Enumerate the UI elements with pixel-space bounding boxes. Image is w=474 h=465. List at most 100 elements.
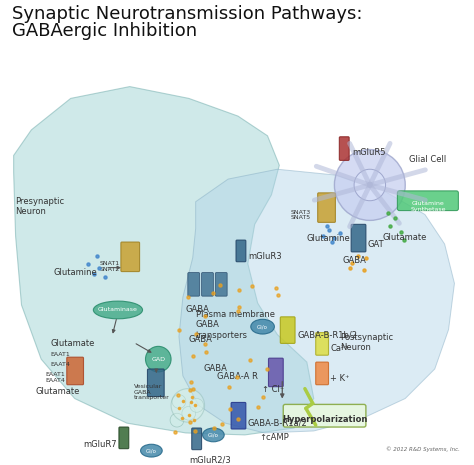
FancyBboxPatch shape bbox=[316, 332, 328, 355]
Text: EAAT4: EAAT4 bbox=[50, 362, 70, 367]
Circle shape bbox=[172, 395, 186, 408]
Text: GABA: GABA bbox=[342, 256, 366, 265]
Text: mGluR5: mGluR5 bbox=[352, 147, 386, 157]
Text: Gi/o: Gi/o bbox=[146, 448, 157, 453]
FancyBboxPatch shape bbox=[316, 362, 328, 385]
Text: EAAT1: EAAT1 bbox=[50, 352, 70, 357]
Point bbox=[233, 373, 241, 380]
Point bbox=[362, 254, 370, 261]
Text: Glutamine
Synthetase: Glutamine Synthetase bbox=[410, 201, 446, 212]
Point bbox=[186, 419, 194, 426]
Text: SNAT3
SNAT5: SNAT3 SNAT5 bbox=[291, 210, 311, 220]
FancyBboxPatch shape bbox=[201, 272, 213, 296]
Text: SNAT1
SNAT2: SNAT1 SNAT2 bbox=[100, 261, 120, 272]
FancyBboxPatch shape bbox=[283, 405, 366, 427]
Point bbox=[319, 232, 327, 240]
Point bbox=[235, 304, 243, 311]
Circle shape bbox=[182, 406, 196, 420]
FancyBboxPatch shape bbox=[397, 191, 458, 211]
Point bbox=[360, 266, 368, 273]
Text: Plasma membrane
GABA
transporters: Plasma membrane GABA transporters bbox=[196, 310, 274, 340]
Point bbox=[209, 289, 217, 297]
Point bbox=[248, 282, 256, 290]
FancyBboxPatch shape bbox=[236, 240, 246, 262]
Point bbox=[175, 404, 183, 411]
Point bbox=[191, 427, 199, 434]
FancyBboxPatch shape bbox=[231, 402, 246, 429]
Text: EAAT1
EAAT4: EAAT1 EAAT4 bbox=[45, 372, 65, 383]
Circle shape bbox=[170, 413, 184, 427]
Text: Gi/o: Gi/o bbox=[208, 432, 219, 438]
Circle shape bbox=[335, 150, 405, 220]
Text: © 2012 R&D Systems, Inc.: © 2012 R&D Systems, Inc. bbox=[386, 446, 460, 452]
Point bbox=[191, 416, 198, 423]
Point bbox=[384, 209, 392, 216]
Text: Postsynaptic
Neuron: Postsynaptic Neuron bbox=[340, 332, 393, 352]
Point bbox=[337, 230, 344, 237]
Point bbox=[95, 264, 103, 272]
Text: Vesicular
GABA
transporter: Vesicular GABA transporter bbox=[134, 384, 169, 400]
Text: Glutamine: Glutamine bbox=[53, 268, 97, 277]
Point bbox=[354, 252, 362, 259]
Point bbox=[179, 398, 187, 405]
Point bbox=[85, 260, 92, 267]
Point bbox=[210, 424, 218, 432]
Ellipse shape bbox=[93, 301, 143, 319]
Point bbox=[348, 259, 356, 266]
Point bbox=[225, 383, 232, 390]
Point bbox=[272, 285, 280, 292]
FancyBboxPatch shape bbox=[192, 428, 201, 450]
Text: ↑ Cl⁻: ↑ Cl⁻ bbox=[262, 385, 284, 394]
FancyBboxPatch shape bbox=[188, 272, 200, 296]
Point bbox=[263, 365, 271, 372]
Point bbox=[93, 252, 101, 259]
FancyBboxPatch shape bbox=[67, 357, 83, 385]
Point bbox=[401, 236, 408, 244]
FancyBboxPatch shape bbox=[121, 242, 139, 272]
FancyBboxPatch shape bbox=[119, 427, 129, 449]
Point bbox=[201, 312, 209, 319]
Text: mGluR3: mGluR3 bbox=[248, 252, 282, 261]
Point bbox=[254, 403, 262, 411]
Point bbox=[188, 378, 195, 385]
Point bbox=[346, 264, 354, 272]
FancyBboxPatch shape bbox=[268, 358, 283, 387]
Point bbox=[328, 239, 336, 246]
Circle shape bbox=[171, 389, 204, 422]
Ellipse shape bbox=[141, 444, 162, 457]
Point bbox=[201, 340, 209, 347]
Point bbox=[188, 398, 195, 405]
Text: Presynaptic
Neuron: Presynaptic Neuron bbox=[16, 197, 65, 216]
Point bbox=[386, 223, 393, 230]
Text: Glial Cell: Glial Cell bbox=[409, 155, 447, 165]
Point bbox=[191, 401, 199, 409]
Point bbox=[398, 228, 405, 236]
FancyBboxPatch shape bbox=[351, 224, 366, 252]
Point bbox=[274, 291, 282, 299]
Polygon shape bbox=[14, 86, 314, 435]
Text: GABA-B-R1a/2: GABA-B-R1a/2 bbox=[248, 418, 308, 427]
Polygon shape bbox=[179, 169, 455, 433]
Point bbox=[91, 270, 98, 277]
Point bbox=[101, 274, 109, 281]
Point bbox=[174, 392, 182, 399]
FancyBboxPatch shape bbox=[318, 193, 336, 222]
Point bbox=[189, 352, 197, 360]
Point bbox=[179, 414, 186, 422]
Text: Hyperpolarization: Hyperpolarization bbox=[282, 415, 367, 424]
Text: Ca²⁺: Ca²⁺ bbox=[330, 345, 349, 353]
Point bbox=[331, 234, 338, 242]
Text: GABA: GABA bbox=[203, 364, 228, 373]
FancyBboxPatch shape bbox=[339, 137, 349, 160]
Text: GABA-A R: GABA-A R bbox=[217, 372, 258, 381]
FancyBboxPatch shape bbox=[280, 317, 295, 343]
Text: + K⁺: + K⁺ bbox=[330, 374, 350, 383]
Text: GABA-B-R1b/2: GABA-B-R1b/2 bbox=[297, 331, 357, 339]
Text: Glutamate: Glutamate bbox=[383, 233, 427, 242]
Text: GAT: GAT bbox=[368, 240, 384, 249]
Text: Glutamate: Glutamate bbox=[50, 339, 94, 348]
FancyBboxPatch shape bbox=[215, 272, 227, 296]
Circle shape bbox=[146, 346, 171, 372]
Ellipse shape bbox=[251, 319, 274, 334]
Point bbox=[325, 226, 332, 234]
